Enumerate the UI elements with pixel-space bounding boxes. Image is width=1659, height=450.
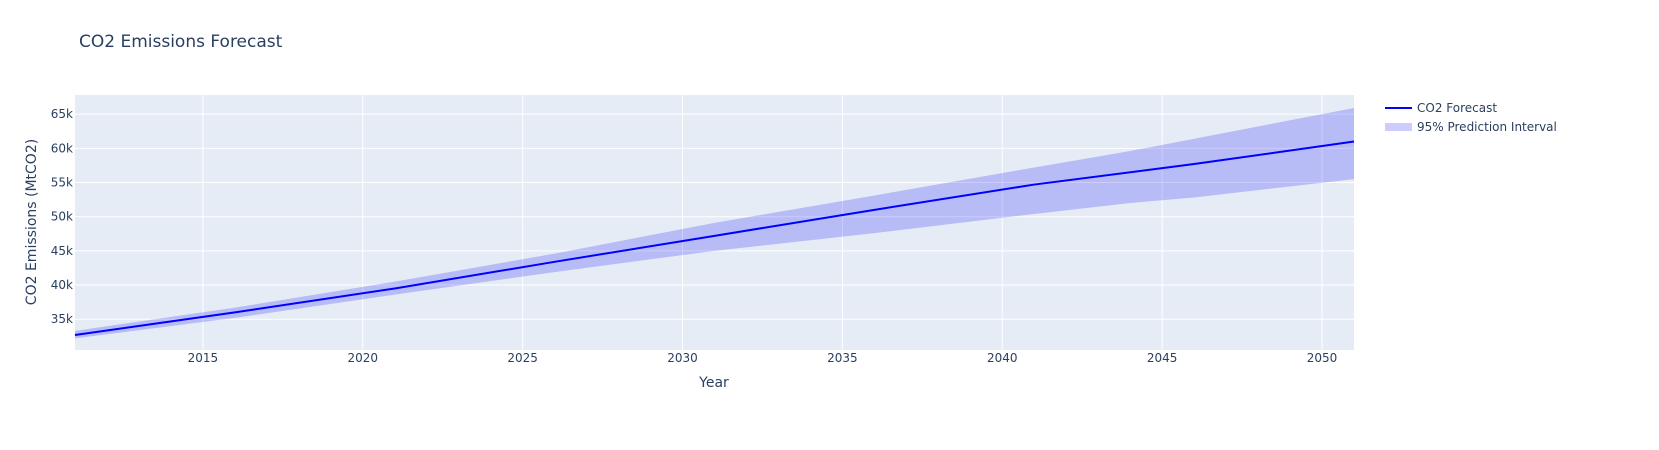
- y-tick-label: 55k: [51, 176, 73, 190]
- legend-item-forecast[interactable]: CO2 Forecast: [1385, 101, 1497, 115]
- x-axis-title: Year: [698, 375, 729, 391]
- legend-label: CO2 Forecast: [1417, 101, 1497, 115]
- x-tick-label: 2050: [1307, 351, 1338, 365]
- forecast-line: [74, 140, 1355, 336]
- y-tick-labels: 35k 40k 45k 50k 55k 60k 65k: [51, 107, 73, 326]
- legend-label: 95% Prediction Interval: [1417, 120, 1557, 134]
- x-tick-label: 2035: [827, 351, 858, 365]
- x-tick-label: 2045: [1147, 351, 1178, 365]
- plot-area: [75, 95, 1354, 350]
- y-tick-label: 65k: [51, 107, 73, 121]
- x-tick-label: 2040: [987, 351, 1018, 365]
- y-tick-label: 50k: [51, 210, 73, 224]
- x-tick-label: 2025: [507, 351, 538, 365]
- band-layer: [75, 107, 1354, 339]
- y-tick-label: 35k: [51, 312, 73, 326]
- y-tick-label: 60k: [51, 141, 73, 155]
- legend-item-prediction-interval[interactable]: 95% Prediction Interval: [1385, 120, 1557, 134]
- x-tick-labels: 2015 2020 2025 2030 2035 2040 2045 2050: [188, 351, 1338, 365]
- x-tick-label: 2015: [188, 351, 219, 365]
- y-tick-label: 40k: [51, 278, 73, 292]
- y-tick-label: 45k: [51, 244, 73, 258]
- y-axis-title: CO2 Emissions (MtCO2): [24, 139, 40, 305]
- grid-layer: [75, 95, 1354, 350]
- prediction-interval-band: [75, 107, 1354, 339]
- legend-swatch: [1385, 123, 1412, 131]
- x-tick-label: 2020: [348, 351, 379, 365]
- chart-title: CO2 Emissions Forecast: [79, 32, 283, 52]
- line-layer: [74, 140, 1355, 336]
- x-tick-label: 2030: [667, 351, 698, 365]
- legend[interactable]: CO2 Forecast 95% Prediction Interval: [1385, 101, 1557, 134]
